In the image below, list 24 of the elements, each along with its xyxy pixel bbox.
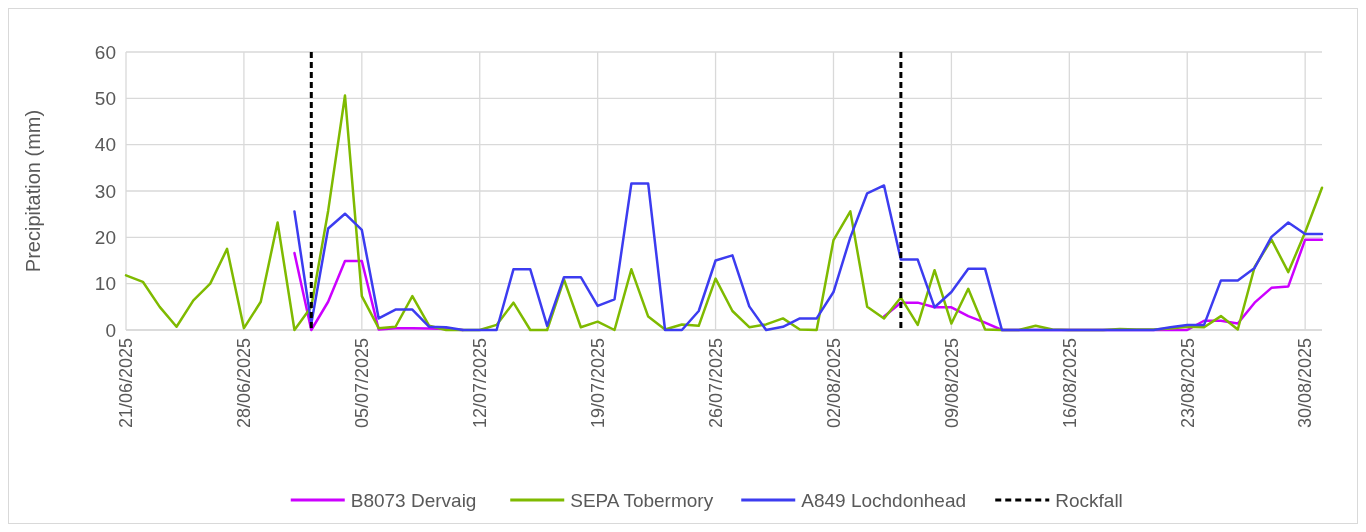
x-tick-label: 23/08/2025 [1177,338,1198,429]
line-series [293,182,1324,332]
y-tick-label: 10 [94,273,116,295]
x-tick-label: 02/08/2025 [823,338,844,429]
y-axis-title: Precipitation (mm) [22,109,44,273]
y-tick-label: 0 [105,319,116,341]
x-tick-label: 09/08/2025 [941,338,962,429]
y-tick-label: 50 [94,87,116,109]
y-tick-label: 20 [94,226,116,248]
x-tick-label: 19/07/2025 [587,338,608,429]
legend-label: Rockfall [1055,489,1123,511]
legend-label: SEPA Tobermory [570,489,714,511]
x-tick-label: 16/08/2025 [1059,338,1080,429]
x-tick-label: 21/06/2025 [116,338,137,429]
y-tick-label: 30 [94,180,116,202]
x-tick-label: 28/06/2025 [234,338,255,429]
x-tick-label: 26/07/2025 [705,338,726,429]
y-tick-label: 40 [94,134,116,156]
x-tick-label: 05/07/2025 [352,338,373,429]
x-tick-label: 30/08/2025 [1295,338,1316,429]
legend-label: B8073 Dervaig [350,489,477,511]
x-tick-label: 12/07/2025 [470,338,491,429]
legend-label: A849 Lochdonhead [801,489,967,511]
y-tick-label: 60 [94,41,116,63]
